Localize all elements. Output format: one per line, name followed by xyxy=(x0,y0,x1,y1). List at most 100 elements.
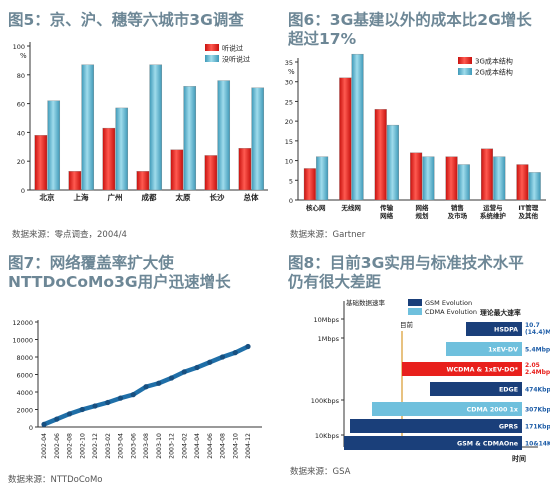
data-point xyxy=(207,359,213,365)
category-label: 规划 xyxy=(416,211,430,220)
panel4-source: 数据来源：GSA xyxy=(290,467,351,477)
bar-red xyxy=(303,168,316,201)
x-tick-label: 2002-06 xyxy=(54,433,61,459)
x-tick-label: 2003-04 xyxy=(118,433,125,459)
category-label: 传输 xyxy=(379,203,394,212)
legend-label-gsm: GSM Evolution xyxy=(425,299,472,307)
data-point xyxy=(105,399,111,406)
bar-red xyxy=(445,156,458,201)
y-tick-label: 8000 xyxy=(16,354,33,362)
data-point xyxy=(168,375,175,381)
x-tick-label: 2002-12 xyxy=(92,433,99,459)
panel2-title-line1: 图6：3G基建以外的成本比2G增长 xyxy=(288,11,532,29)
bar-blue xyxy=(528,172,541,201)
y-tick-label: 15 xyxy=(285,138,293,146)
y-unit-label: % xyxy=(20,52,27,60)
rate-label: 474Kbps xyxy=(525,387,550,394)
y-tick-label: 100Kbps xyxy=(311,397,340,405)
category-label: 核心网 xyxy=(306,203,326,212)
bar-red xyxy=(238,148,252,191)
category-label: 运营与 xyxy=(483,203,503,212)
data-point xyxy=(79,406,85,413)
tech-bar xyxy=(402,362,522,376)
tech-bar-label: HSDPA xyxy=(494,327,518,334)
x-tick-label: 2002-04 xyxy=(41,433,48,459)
x-tick-label: 2003-06 xyxy=(130,433,137,459)
panel3-chart: 0 2000 4000 6000 8000 10000 12000 2002-04 2002-0… xyxy=(12,319,262,459)
panel1-source: 数据来源：零点调查，2004/4 xyxy=(12,230,127,240)
data-point xyxy=(232,350,238,356)
bar-blue xyxy=(47,100,61,191)
panel2-title-line2: 超过17% xyxy=(288,30,357,48)
legend-swatch-cdma xyxy=(408,308,422,315)
data-point xyxy=(117,395,124,401)
tech-bar xyxy=(446,342,522,356)
bar-blue xyxy=(457,164,470,201)
category-label: 及市场 xyxy=(448,211,468,220)
y-unit-label: % xyxy=(288,68,295,76)
bar-red xyxy=(136,171,150,191)
x-tick-label: 2003-02 xyxy=(105,433,112,459)
y-tick-label: 6000 xyxy=(16,372,33,380)
bar-blue xyxy=(316,156,329,201)
category-label: 上海 xyxy=(74,192,89,202)
legend-label: 听说过 xyxy=(222,44,243,53)
y-tick-label: 30 xyxy=(285,79,293,87)
y-tick-label: 0 xyxy=(29,424,33,432)
bar-red xyxy=(339,77,352,201)
y-tick-label: 2000 xyxy=(16,407,33,415)
x-tick-label: 2004-06 xyxy=(207,433,214,459)
panel4-title-line2: 仍有很大差距 xyxy=(288,273,382,291)
bar-red xyxy=(34,135,48,191)
panel2-source: 数据来源：Gartner xyxy=(290,230,366,240)
data-point xyxy=(219,354,226,360)
y-tick-label: 80 xyxy=(17,72,25,80)
panel3-source: 数据来源：NTTDoCoMo xyxy=(8,475,103,485)
legend-swatch xyxy=(205,55,219,62)
tech-bar-label: GSM & CDMAOne xyxy=(457,441,518,448)
y-tick-label: 40 xyxy=(17,129,25,137)
data-point xyxy=(130,392,136,398)
bar-red xyxy=(481,148,494,201)
tech-bar xyxy=(344,436,522,450)
y-tick-label: 5 xyxy=(289,177,293,185)
x-tick-label: 2002-08 xyxy=(67,433,74,459)
rate-label: 10.7 xyxy=(525,322,540,329)
tech-bar xyxy=(466,322,522,336)
y-tick-label: 1Mbps xyxy=(318,335,340,343)
data-point xyxy=(143,384,149,390)
rate-label: 10&14Kbps xyxy=(525,441,550,448)
base-rate-label: 基础数据速率 xyxy=(346,298,386,307)
y-tick-label: 10Kbps xyxy=(315,432,340,440)
y-tick-label: 0 xyxy=(21,187,25,195)
x-tick-label: 2004-04 xyxy=(194,433,201,459)
category-label: 北京 xyxy=(40,192,55,202)
legend-label-cdma: CDMA Evolution xyxy=(425,308,477,316)
data-point xyxy=(245,343,251,350)
bar-red xyxy=(516,164,529,201)
x-tick-label: 2003-10 xyxy=(156,433,163,459)
tech-bar-label: GPRS xyxy=(499,424,519,431)
x-tick-label: 2004-08 xyxy=(220,433,227,459)
rate-label: 307Kbps xyxy=(525,407,550,414)
y-tick-label: 20 xyxy=(285,118,293,126)
category-label: 及其他 xyxy=(519,211,539,220)
rate-label: 2.05 xyxy=(525,362,540,369)
category-label: IT管理 xyxy=(518,203,538,212)
y-tick-label: 10Mbps xyxy=(313,316,339,324)
today-label: 目前 xyxy=(400,320,414,329)
category-label: 无线网 xyxy=(340,203,361,212)
tech-bar-label: WCDMA & 1xEV-DO* xyxy=(447,367,519,374)
bar-blue xyxy=(493,156,506,201)
data-point xyxy=(66,411,73,417)
y-tick-label: 4000 xyxy=(16,389,33,397)
x-tick-label: 2002-10 xyxy=(79,433,86,459)
bar-blue xyxy=(183,86,197,191)
bar-blue xyxy=(115,107,129,191)
panel4-title-line1: 图8：目前3G实用与标准技术水平 xyxy=(288,254,524,272)
tech-bar-label: CDMA 2000 1x xyxy=(467,407,518,414)
y-tick-label: 60 xyxy=(17,101,25,109)
tech-bar-label: EDGE xyxy=(499,387,518,394)
rate-label: (14.4)Mbps xyxy=(525,329,550,336)
